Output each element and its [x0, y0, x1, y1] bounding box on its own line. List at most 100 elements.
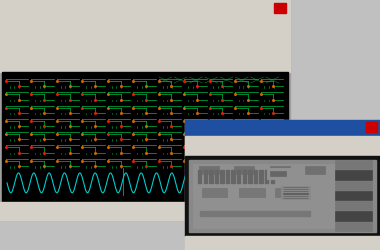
Bar	[335, 180, 372, 190]
Bar	[243, 176, 246, 177]
Bar	[209, 181, 212, 183]
Bar	[231, 176, 235, 177]
Bar	[265, 170, 268, 172]
Bar	[211, 211, 216, 216]
Bar	[237, 181, 241, 183]
Bar	[0, 0, 290, 220]
Bar	[197, 184, 314, 200]
Bar	[222, 211, 227, 216]
Bar	[270, 171, 286, 176]
Bar	[231, 173, 235, 174]
Bar	[228, 211, 233, 216]
Bar	[204, 181, 207, 183]
Bar	[215, 173, 218, 174]
Bar	[197, 209, 314, 219]
Bar	[237, 173, 241, 174]
Bar	[335, 160, 372, 169]
Bar	[260, 173, 263, 174]
Bar	[2, 72, 288, 202]
Bar	[271, 173, 274, 174]
Bar	[185, 136, 380, 156]
Bar	[204, 178, 207, 180]
Bar	[198, 178, 201, 180]
Bar	[193, 164, 335, 228]
Bar	[274, 3, 286, 13]
Bar	[199, 166, 218, 174]
Bar	[265, 178, 268, 180]
Bar	[271, 176, 274, 177]
Bar	[237, 178, 241, 180]
Bar	[265, 173, 268, 174]
Bar	[260, 178, 263, 180]
Bar	[234, 166, 254, 174]
Bar	[202, 188, 227, 197]
Bar	[198, 170, 201, 172]
Bar	[283, 211, 288, 216]
Bar	[243, 170, 246, 172]
Bar	[231, 170, 235, 172]
Bar	[244, 211, 249, 216]
Bar	[200, 211, 205, 216]
Bar	[189, 160, 376, 232]
Bar	[299, 211, 304, 216]
Bar	[265, 181, 268, 183]
Bar	[0, 0, 290, 28]
Bar	[261, 211, 266, 216]
Bar	[305, 211, 310, 216]
Bar	[271, 204, 299, 213]
Bar	[220, 170, 224, 172]
Bar	[271, 178, 274, 180]
Bar	[185, 120, 380, 250]
Bar	[226, 181, 229, 183]
Bar	[254, 181, 257, 183]
Bar	[266, 211, 271, 216]
Bar	[254, 176, 257, 177]
Bar	[204, 173, 207, 174]
Bar	[233, 211, 238, 216]
Bar	[220, 181, 224, 183]
Bar	[248, 176, 252, 177]
Bar	[198, 181, 201, 183]
Bar	[209, 176, 212, 177]
Bar	[198, 173, 201, 174]
Bar	[239, 211, 244, 216]
Bar	[271, 181, 274, 183]
Bar	[248, 178, 252, 180]
Bar	[250, 211, 255, 216]
Bar	[231, 178, 235, 180]
Bar	[237, 170, 241, 172]
Bar	[335, 170, 372, 179]
Bar	[226, 173, 229, 174]
Bar	[265, 176, 268, 177]
Bar	[209, 170, 212, 172]
Bar	[209, 173, 212, 174]
Bar	[217, 211, 222, 216]
Bar	[335, 212, 372, 221]
Bar	[254, 173, 257, 174]
Bar	[215, 176, 218, 177]
Bar	[187, 122, 380, 250]
Bar	[248, 173, 252, 174]
Bar	[231, 181, 235, 183]
Bar	[260, 176, 263, 177]
Bar	[185, 156, 380, 236]
Bar	[267, 168, 290, 179]
Bar	[335, 191, 372, 200]
Bar	[288, 211, 293, 216]
Bar	[243, 181, 246, 183]
Bar	[271, 170, 274, 172]
Bar	[239, 188, 264, 197]
Bar	[248, 170, 252, 172]
Bar	[275, 188, 301, 197]
Bar	[0, 28, 290, 50]
Bar	[215, 170, 218, 172]
Bar	[305, 166, 325, 174]
Bar	[215, 181, 218, 183]
Bar	[0, 202, 290, 220]
Bar	[366, 122, 377, 132]
Bar	[204, 176, 207, 177]
Bar	[204, 170, 207, 172]
Bar	[277, 211, 282, 216]
Bar	[185, 120, 380, 136]
Bar	[226, 170, 229, 172]
